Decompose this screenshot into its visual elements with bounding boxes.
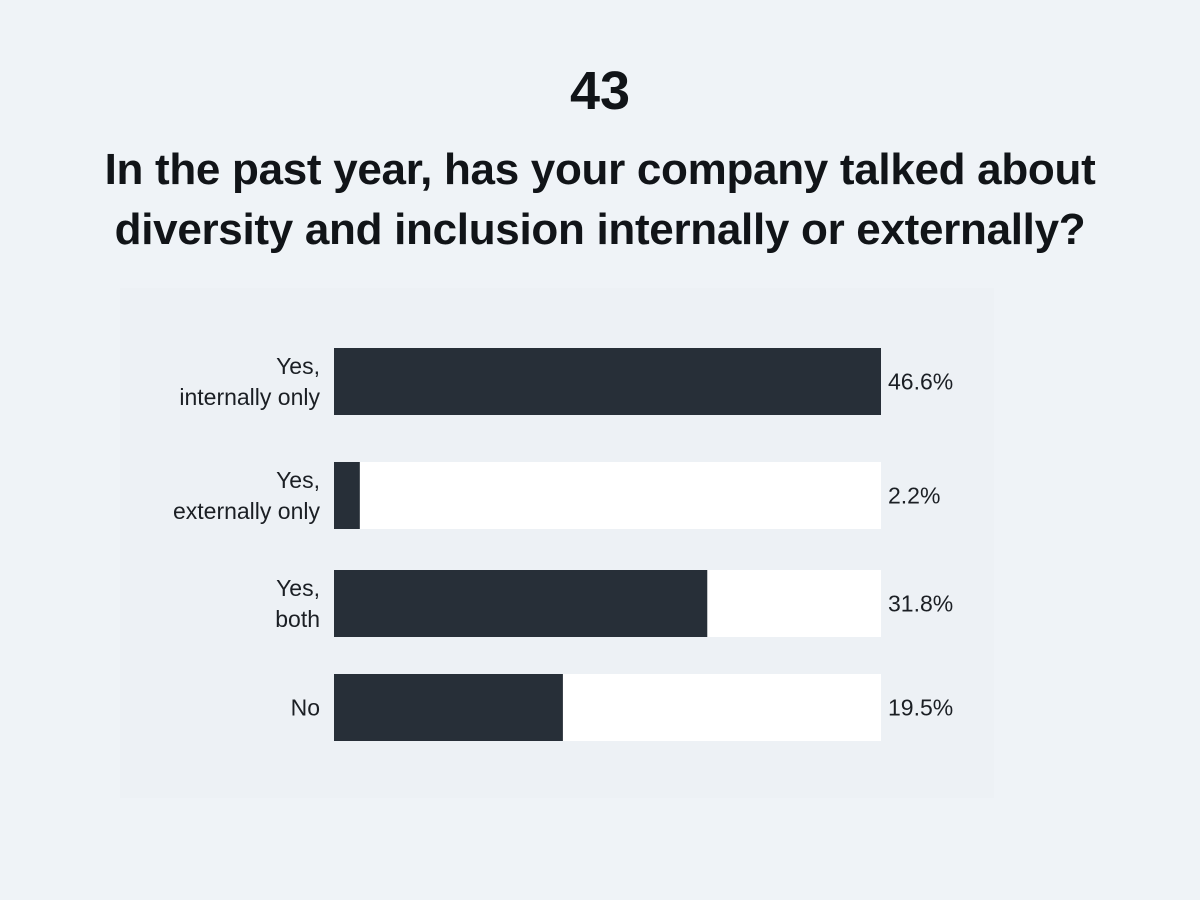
bar	[334, 570, 708, 637]
bar	[334, 348, 881, 415]
category-label: Yes,	[276, 353, 320, 379]
category-label: Yes,	[276, 575, 320, 601]
category-label: both	[275, 606, 320, 632]
bar	[334, 674, 563, 741]
value-label: 46.6%	[888, 369, 953, 395]
bar-track	[334, 462, 881, 529]
question-number: 43	[569, 61, 631, 121]
category-label: externally only	[173, 498, 321, 524]
bar	[334, 462, 360, 529]
category-label: Yes,	[276, 467, 320, 493]
bar-chart: Yes, internally only 46.6% Yes, externally o…	[173, 348, 953, 741]
value-label: 31.8%	[888, 591, 953, 617]
value-label: 19.5%	[888, 695, 953, 721]
value-label: 2.2%	[888, 483, 940, 509]
question-title: In the past year, has your company talke…	[104, 145, 1096, 254]
chart-panel: Yes, internally only 46.6% Yes, externally o…	[120, 288, 994, 798]
category-label: internally only	[179, 384, 320, 410]
category-label: No	[291, 695, 320, 721]
